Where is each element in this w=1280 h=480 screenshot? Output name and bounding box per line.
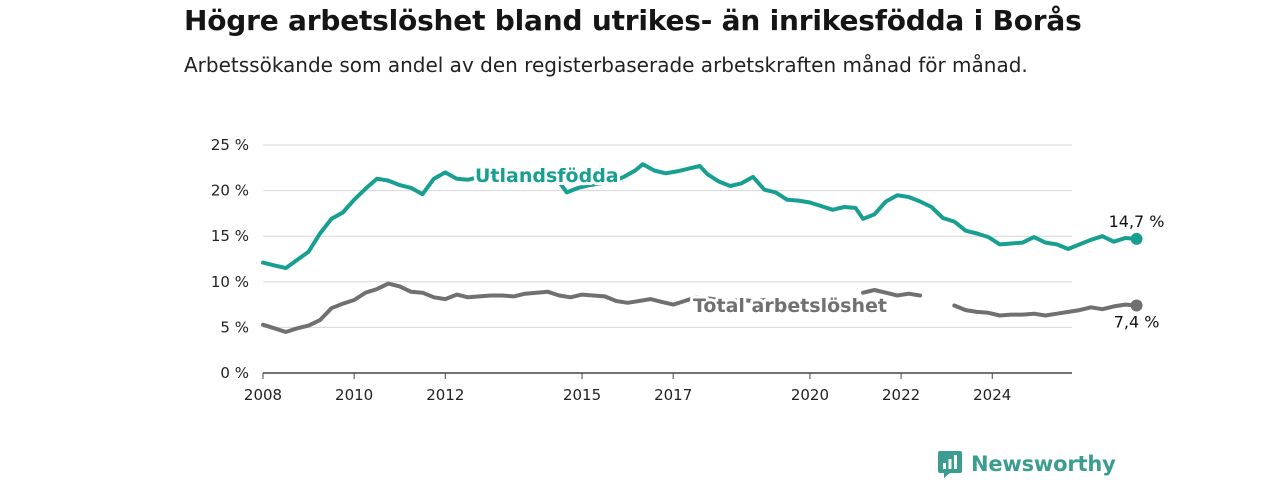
x-tick-label: 2017 [654, 386, 692, 404]
y-tick-label: 20 % [211, 182, 249, 200]
series-labels: Utlandsfödda Total arbetslöshet 14,7 % 7,4 … [472, 162, 1165, 332]
newsworthy-logo-icon [938, 451, 962, 478]
series-label-utlandsfodda: Utlandsfödda [475, 165, 619, 187]
y-tick-label: 10 % [211, 273, 249, 291]
y-tick-label: 5 % [220, 318, 249, 336]
x-tick-label: 2012 [426, 386, 464, 404]
x-tick-label: 2010 [335, 386, 373, 404]
series-end-point-total-arbetslöshet [1130, 299, 1143, 312]
y-tick-label: 25 % [211, 136, 249, 154]
series-end-point-utlandsfödda [1130, 232, 1143, 245]
series-lines [261, 162, 1143, 334]
y-tick-label: 15 % [211, 227, 249, 245]
gridlines [263, 144, 1072, 374]
y-axis: 0 % 5 % 10 % 15 % 20 % 25 % [211, 136, 249, 382]
end-value-label-total: 7,4 % [1114, 313, 1160, 332]
end-value-label-utlandsfodda: 14,7 % [1109, 212, 1165, 231]
x-tick-label: 2020 [791, 386, 829, 404]
y-tick-label: 0 % [220, 364, 249, 382]
x-tick-label: 2008 [244, 386, 282, 404]
brand-name: Newsworthy [971, 452, 1116, 476]
x-axis: 2008 2010 2012 2015 2017 2020 2022 2024 [244, 373, 1011, 404]
x-tick-label: 2024 [973, 386, 1011, 404]
brand-logo: Newsworthy [937, 448, 1116, 480]
series-line-total-arbetslöshet [261, 281, 1139, 334]
series-label-total: Total arbetslöshet [693, 295, 887, 317]
x-tick-label: 2022 [882, 386, 920, 404]
series-line-utlandsfödda [261, 162, 1139, 271]
x-tick-label: 2015 [563, 386, 601, 404]
chart-title: Högre arbetslöshet bland utrikes- än inr… [184, 4, 1082, 37]
chart-subtitle: Arbetssökande som andel av den registerb… [184, 53, 1028, 77]
